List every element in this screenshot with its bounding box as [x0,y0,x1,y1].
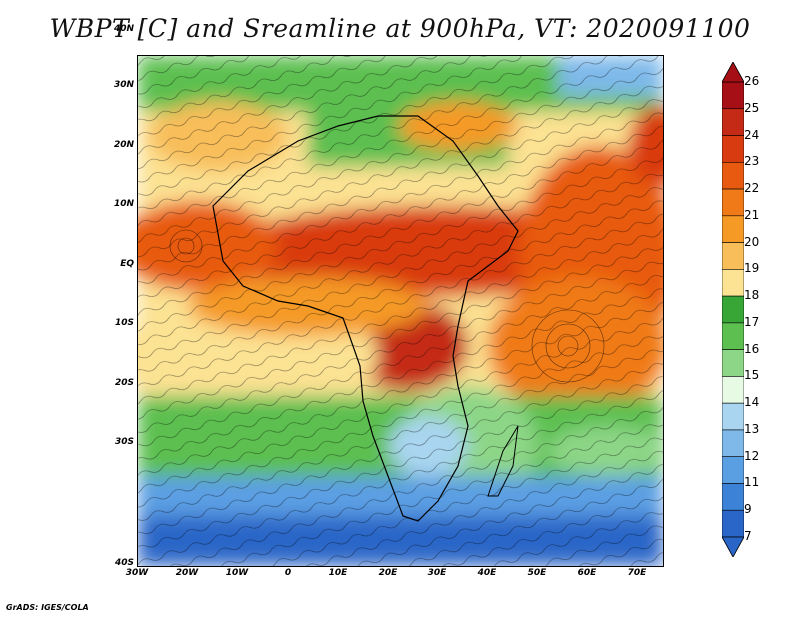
credit-text: GrADS: IGES/COLA [6,603,89,612]
colorbar-label: 22 [744,181,760,196]
lon-label: 10E [328,568,348,578]
lat-label: 40S [114,558,134,568]
lon-label: 30E [427,568,447,578]
lat-label: 20S [114,378,134,388]
lat-label: EQ [120,259,134,269]
colorbar-label: 12 [744,448,760,463]
colorbar-label: 11 [744,475,760,490]
colorbar-label: 13 [744,421,760,436]
colorbar-label: 16 [744,341,760,356]
map-title: WBPT [C] and Sreamline at 900hPa, VT: 20… [49,14,751,43]
colorbar-swatch [722,429,744,458]
colorbar-swatch [722,161,744,190]
colorbar-swatch [722,483,744,511]
colorbar-bottom-arrow [722,536,744,557]
colorbar [722,62,744,557]
colorbar-label: 21 [744,207,760,222]
map-plot-area [137,55,664,567]
lon-label: 40E [477,568,497,578]
lon-label: 20E [378,568,398,578]
lon-label: 60E [577,568,597,578]
lon-label: 10W [225,568,249,578]
lat-label: 20N [113,140,134,150]
lat-label: 10S [114,318,134,328]
colorbar-swatch [722,349,744,377]
lon-label: 70E [627,568,647,578]
colorbar-swatch [722,135,744,163]
colorbar-label: 15 [744,368,760,383]
lat-label: 40N [113,24,134,34]
colorbar-swatch [722,188,744,217]
lon-label: 30W [125,568,149,578]
colorbar-swatch [722,295,744,324]
colorbar-top-arrow [722,62,744,83]
colorbar-swatch [722,456,744,484]
colorbar-swatch [722,81,744,110]
colorbar-label: 17 [744,314,760,329]
colorbar-label: 25 [744,100,760,115]
colorbar-label: 20 [744,234,760,249]
colorbar-label: 14 [744,395,760,410]
colorbar-swatch [722,322,744,350]
lat-label: 10N [113,199,134,209]
lon-label: 20W [175,568,199,578]
colorbar-swatch [722,242,744,270]
lat-label: 30S [114,437,134,447]
colorbar-swatch [722,215,744,243]
colorbar-label: 9 [744,502,752,517]
colorbar-swatch [722,402,744,431]
colorbar-label: 24 [744,127,760,142]
wbpt-streamline-field [138,56,663,566]
colorbar-label: 26 [744,74,760,88]
colorbar-swatch [722,269,744,297]
lon-label: 50E [527,568,547,578]
colorbar-swatch [722,108,744,136]
colorbar-swatch [722,376,744,404]
lat-label: 30N [113,80,134,90]
colorbar-label: 19 [744,261,760,276]
lon-label: 0 [284,568,292,578]
colorbar-swatch [722,509,744,538]
colorbar-label: 7 [744,529,752,543]
colorbar-label: 18 [744,288,760,303]
colorbar-label: 23 [744,154,760,169]
